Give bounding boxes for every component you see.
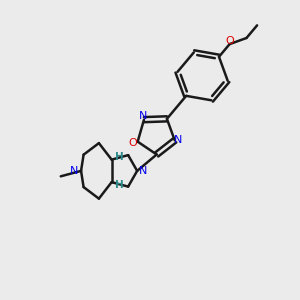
Text: O: O (226, 35, 235, 46)
Text: N: N (139, 111, 148, 121)
Text: H: H (115, 180, 124, 190)
Text: N: N (139, 166, 147, 176)
Text: O: O (129, 138, 138, 148)
Text: H: H (115, 152, 124, 162)
Text: N: N (70, 166, 79, 176)
Text: N: N (174, 135, 182, 146)
